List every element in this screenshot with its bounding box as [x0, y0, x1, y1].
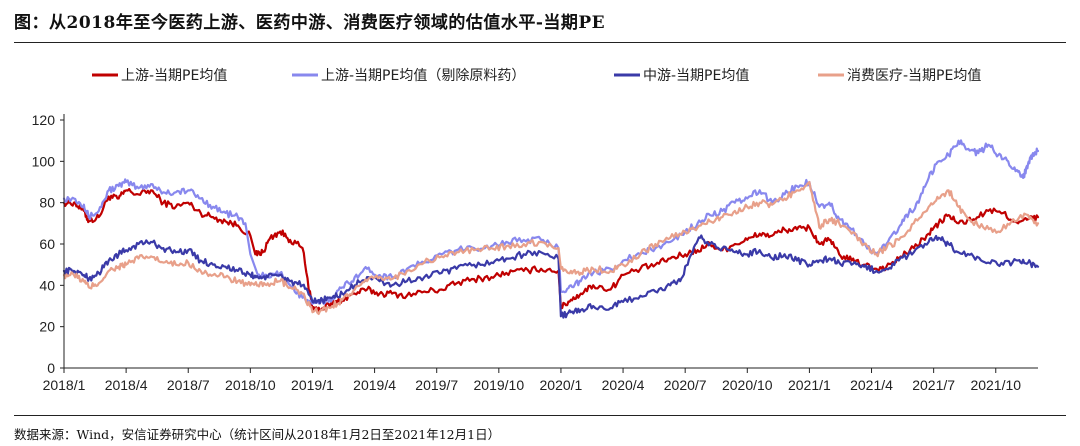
x-tick-label: 2021/4 [850, 377, 893, 393]
series-layer [62, 139, 1040, 319]
x-tick-label: 2020/1 [540, 377, 583, 393]
series-line [62, 139, 1040, 305]
y-tick-label: 100 [32, 153, 56, 169]
x-tick-label: 2019/1 [291, 377, 334, 393]
axes-layer: 0 20 40 60 80 100 120 2018/1 2018/4 2018/7 2018/10… [32, 112, 1038, 393]
series-line [62, 187, 1040, 314]
y-tick-label: 80 [39, 195, 55, 211]
x-tick-label: 2021/1 [788, 377, 831, 393]
y-tick-label: 20 [39, 319, 55, 335]
x-tick-label: 2019/10 [474, 377, 525, 393]
legend-label: 上游-当期PE均值 [121, 68, 227, 84]
y-tick-label: 40 [39, 277, 55, 293]
x-tick-label: 2020/10 [722, 377, 773, 393]
x-tick-label: 2021/7 [912, 377, 955, 393]
y-tick-label: 0 [47, 360, 55, 376]
source-note: 数据来源：Wind，安信证券研究中心（统计区间从2018年1月2日至2021年1… [14, 427, 501, 442]
x-tick-label: 2019/7 [415, 377, 458, 393]
legend-label: 上游-当期PE均值（剔除原料药） [321, 68, 525, 84]
source-divider [14, 415, 1066, 416]
pe-line-chart: 上游-当期PE均值 上游-当期PE均值（剔除原料药） 中游-当期PE均值 消费医疗-当… [32, 68, 1040, 393]
x-tick-label: 2020/7 [664, 377, 707, 393]
title-divider [14, 42, 1066, 43]
x-tick-label: 2019/4 [353, 377, 396, 393]
legend-label: 消费医疗-当期PE均值 [847, 68, 981, 84]
legend-label: 中游-当期PE均值 [643, 68, 749, 84]
x-tick-label: 2018/10 [225, 377, 276, 393]
x-tick-label: 2020/4 [602, 377, 645, 393]
series-line [62, 234, 1040, 319]
y-tick-label: 120 [32, 112, 56, 128]
series-line [62, 180, 1040, 315]
x-tick-label: 2018/1 [43, 377, 86, 393]
x-tick-label: 2018/7 [167, 377, 210, 393]
x-tick-label: 2018/4 [105, 377, 148, 393]
x-tick-label: 2021/10 [970, 377, 1021, 393]
y-tick-label: 60 [39, 236, 55, 252]
page-title: 图：从2018年至今医药上游、医药中游、消费医疗领域的估值水平-当期PE [14, 13, 606, 33]
chart-legend: 上游-当期PE均值 上游-当期PE均值（剔除原料药） 中游-当期PE均值 消费医疗-当… [92, 68, 981, 84]
